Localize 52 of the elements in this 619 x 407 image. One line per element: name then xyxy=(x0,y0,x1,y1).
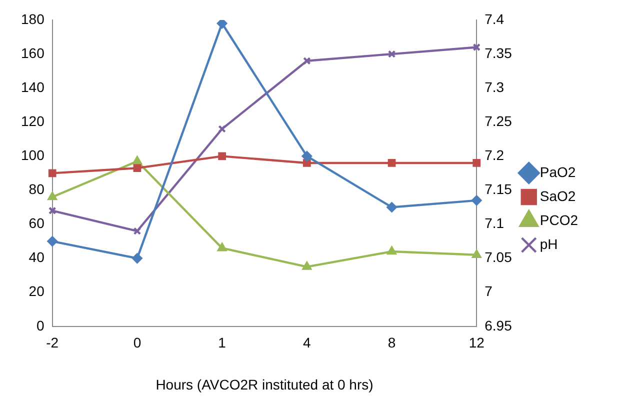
legend-label: PaO2 xyxy=(540,164,576,180)
y2-tick-label: 7.15 xyxy=(484,181,512,198)
x-tick-label: 0 xyxy=(133,334,142,351)
y-tick-label: 100 xyxy=(21,147,45,164)
y-tick-label: 40 xyxy=(28,249,45,266)
point xyxy=(388,50,396,58)
point xyxy=(216,20,228,29)
point xyxy=(218,152,226,160)
point xyxy=(472,159,481,167)
point xyxy=(48,169,56,178)
y2-tick-label: 7 xyxy=(484,283,493,300)
point xyxy=(133,164,142,172)
point xyxy=(133,227,142,236)
point xyxy=(132,253,142,264)
y2-tick-label: 7.05 xyxy=(484,249,512,266)
y-tick-label: 160 xyxy=(21,44,45,61)
legend-label: pH xyxy=(540,236,558,252)
y-tick-label: 80 xyxy=(28,181,45,198)
x-tick-label: 8 xyxy=(388,334,396,351)
y-tick-label: 120 xyxy=(21,112,45,129)
x-axis-title: Hours (AVCO2R instituted at 0 hrs) xyxy=(156,376,374,392)
y-tick-label: 180 xyxy=(21,10,45,27)
point xyxy=(302,159,311,167)
point xyxy=(302,56,311,65)
point xyxy=(386,202,397,212)
legend-label: SaO2 xyxy=(540,188,576,204)
point xyxy=(47,236,58,246)
y2-tick-label: 7.4 xyxy=(484,10,504,27)
x-tick-label: 12 xyxy=(468,334,485,351)
y2-tick-label: 7.3 xyxy=(484,78,504,95)
y2-tick-label: 7.35 xyxy=(484,44,512,61)
point xyxy=(48,192,57,200)
legend-label: PCO2 xyxy=(540,212,578,228)
point xyxy=(302,262,312,270)
y-tick-label: 20 xyxy=(28,283,45,300)
point xyxy=(472,250,482,258)
point xyxy=(218,125,226,133)
point xyxy=(302,151,312,162)
y2-tick-label: 7.2 xyxy=(484,147,504,164)
y-tick-label: 0 xyxy=(36,317,45,334)
x-tick-label: 4 xyxy=(303,334,312,351)
y2-tick-label: 6.95 xyxy=(484,317,512,334)
y2-tick-label: 7.25 xyxy=(484,112,512,129)
point xyxy=(388,159,396,167)
point xyxy=(387,246,396,255)
point xyxy=(132,156,142,164)
point xyxy=(472,195,482,206)
y2-tick-label: 7.1 xyxy=(484,215,504,232)
x-tick-label: -2 xyxy=(46,334,59,351)
y-tick-label: 60 xyxy=(28,215,45,232)
y-tick-label: 140 xyxy=(21,78,45,95)
x-tick-label: 1 xyxy=(218,334,226,351)
